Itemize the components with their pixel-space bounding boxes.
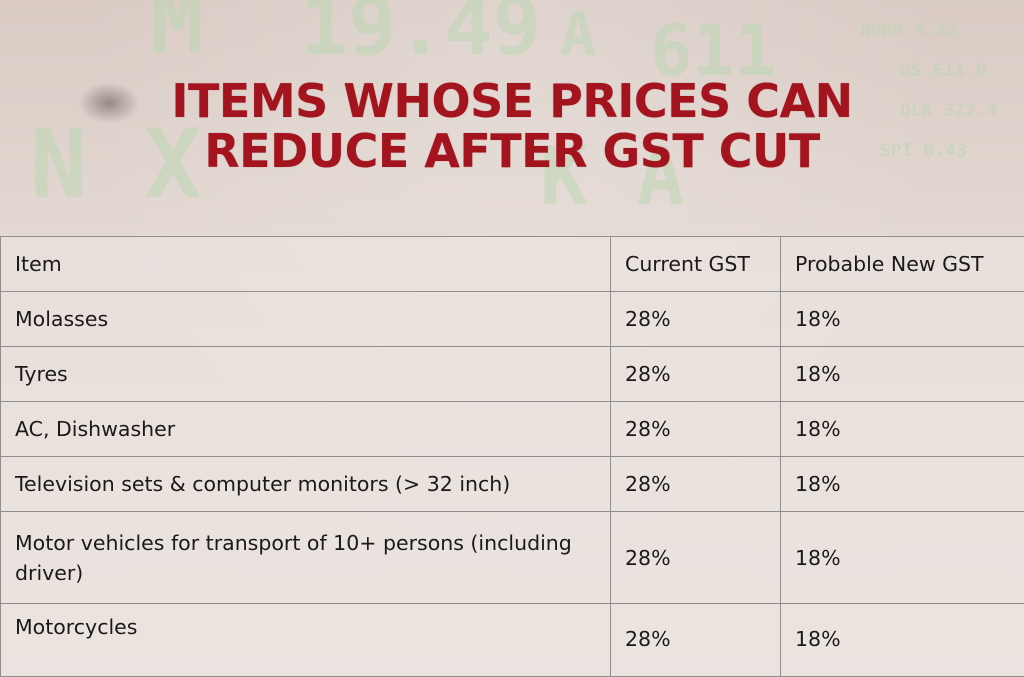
table-row: Motorcycles 28% 18% (1, 604, 1024, 677)
cell-item: AC, Dishwasher (1, 402, 611, 457)
cell-current-gst: 28% (611, 347, 781, 402)
cell-current-gst: 28% (611, 402, 781, 457)
table-row: Motor vehicles for transport of 10+ pers… (1, 512, 1024, 604)
gst-rate-table: Item Current GST Probable New GST Molass… (0, 236, 1024, 677)
cell-new-gst: 18% (781, 457, 1024, 512)
cell-item: Motorcycles (1, 604, 611, 677)
column-header-current-gst: Current GST (611, 237, 781, 292)
cell-item: Molasses (1, 292, 611, 347)
cell-new-gst: 18% (781, 402, 1024, 457)
title-line-2: REDUCE AFTER GST CUT (0, 126, 1024, 176)
table-row: AC, Dishwasher 28% 18% (1, 402, 1024, 457)
column-header-probable-new-gst: Probable New GST (781, 237, 1024, 292)
table-row: Television sets & computer monitors (> 3… (1, 457, 1024, 512)
cell-current-gst: 28% (611, 292, 781, 347)
column-header-item: Item (1, 237, 611, 292)
cell-new-gst: 18% (781, 292, 1024, 347)
table-row: Molasses 28% 18% (1, 292, 1024, 347)
cell-item: Television sets & computer monitors (> 3… (1, 457, 611, 512)
cell-new-gst: 18% (781, 604, 1024, 677)
table-header-row: Item Current GST Probable New GST (1, 237, 1024, 292)
cell-item: Tyres (1, 347, 611, 402)
cell-new-gst: 18% (781, 512, 1024, 604)
cell-current-gst: 28% (611, 457, 781, 512)
cell-item: Motor vehicles for transport of 10+ pers… (1, 512, 611, 604)
table-row: Tyres 28% 18% (1, 347, 1024, 402)
cell-current-gst: 28% (611, 604, 781, 677)
page-title: ITEMS WHOSE PRICES CAN REDUCE AFTER GST … (0, 76, 1024, 176)
title-line-1: ITEMS WHOSE PRICES CAN (0, 76, 1024, 126)
cell-new-gst: 18% (781, 347, 1024, 402)
cell-current-gst: 28% (611, 512, 781, 604)
